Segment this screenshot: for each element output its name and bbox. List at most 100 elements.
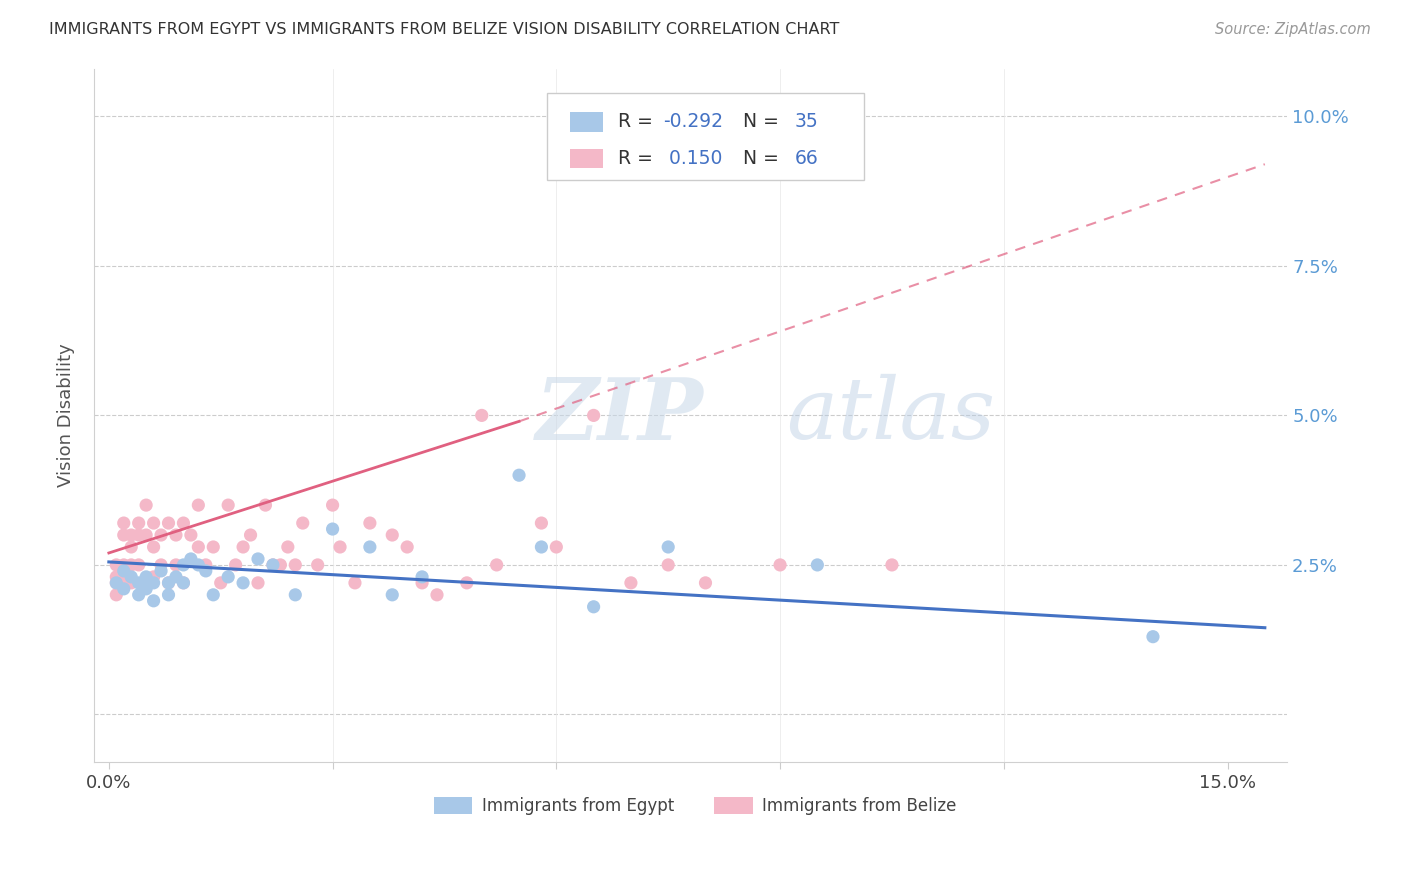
Y-axis label: Vision Disability: Vision Disability: [58, 343, 75, 487]
Point: [112, 564, 135, 578]
Point: [120, 528, 142, 542]
Point: [187, 498, 209, 512]
Point: [172, 558, 194, 572]
Text: Source: ZipAtlas.com: Source: ZipAtlas.com: [1215, 22, 1371, 37]
Point: [546, 540, 568, 554]
Bar: [569, 112, 603, 131]
Point: [322, 522, 344, 536]
Text: N =: N =: [731, 112, 785, 131]
Text: -0.292: -0.292: [664, 112, 723, 131]
Point: [112, 582, 135, 596]
Point: [411, 570, 433, 584]
Point: [180, 528, 202, 542]
Point: [202, 540, 225, 554]
Text: 66: 66: [794, 149, 818, 168]
Point: [165, 570, 187, 584]
Point: [217, 570, 239, 584]
Point: [1142, 630, 1164, 644]
Text: Immigrants from Belize: Immigrants from Belize: [762, 797, 956, 815]
Point: [157, 575, 180, 590]
Point: [105, 575, 128, 590]
Point: [150, 564, 173, 578]
Point: [225, 558, 247, 572]
Point: [165, 528, 187, 542]
Point: [411, 575, 433, 590]
Point: [157, 588, 180, 602]
Point: [142, 575, 165, 590]
Point: [284, 558, 307, 572]
Point: [187, 540, 209, 554]
Point: [381, 528, 404, 542]
Point: [172, 575, 194, 590]
Point: [322, 498, 344, 512]
Point: [135, 498, 157, 512]
Point: [277, 540, 299, 554]
Point: [142, 570, 165, 584]
Point: [180, 552, 202, 566]
Point: [582, 599, 605, 614]
Text: ZIP: ZIP: [536, 374, 703, 458]
Point: [657, 540, 679, 554]
Text: N =: N =: [731, 149, 785, 168]
Text: Immigrants from Egypt: Immigrants from Egypt: [482, 797, 673, 815]
Point: [217, 498, 239, 512]
Point: [329, 540, 352, 554]
Point: [135, 582, 157, 596]
Point: [202, 588, 225, 602]
Text: R =: R =: [617, 112, 658, 131]
Point: [530, 540, 553, 554]
Point: [880, 558, 903, 572]
Bar: [569, 149, 603, 169]
Point: [172, 575, 194, 590]
Point: [262, 558, 284, 572]
Point: [194, 558, 217, 572]
Point: [187, 558, 209, 572]
Point: [239, 528, 262, 542]
FancyBboxPatch shape: [547, 93, 863, 179]
Point: [247, 575, 270, 590]
Text: atlas: atlas: [786, 374, 995, 457]
Point: [530, 516, 553, 530]
Point: [508, 468, 530, 483]
Point: [620, 575, 643, 590]
Point: [112, 575, 135, 590]
Point: [120, 570, 142, 584]
Text: 35: 35: [794, 112, 818, 131]
Point: [426, 588, 449, 602]
Point: [135, 570, 157, 584]
Point: [128, 528, 150, 542]
Point: [142, 516, 165, 530]
Point: [105, 558, 128, 572]
Point: [291, 516, 314, 530]
Point: [128, 588, 150, 602]
Point: [105, 588, 128, 602]
Point: [254, 498, 277, 512]
Point: [381, 588, 404, 602]
Point: [307, 558, 329, 572]
Point: [269, 558, 291, 572]
Point: [194, 564, 217, 578]
Point: [120, 540, 142, 554]
Point: [128, 575, 150, 590]
Point: [485, 558, 508, 572]
Bar: [714, 797, 752, 814]
Point: [150, 558, 173, 572]
Point: [142, 540, 165, 554]
Point: [142, 594, 165, 608]
Point: [284, 588, 307, 602]
Point: [695, 575, 717, 590]
Point: [135, 528, 157, 542]
Point: [120, 558, 142, 572]
Point: [232, 575, 254, 590]
Point: [359, 516, 381, 530]
Point: [262, 558, 284, 572]
Point: [209, 575, 232, 590]
Point: [343, 575, 366, 590]
Point: [112, 558, 135, 572]
Point: [806, 558, 828, 572]
Point: [157, 575, 180, 590]
Point: [359, 540, 381, 554]
Point: [112, 528, 135, 542]
Bar: [434, 797, 472, 814]
Point: [128, 516, 150, 530]
